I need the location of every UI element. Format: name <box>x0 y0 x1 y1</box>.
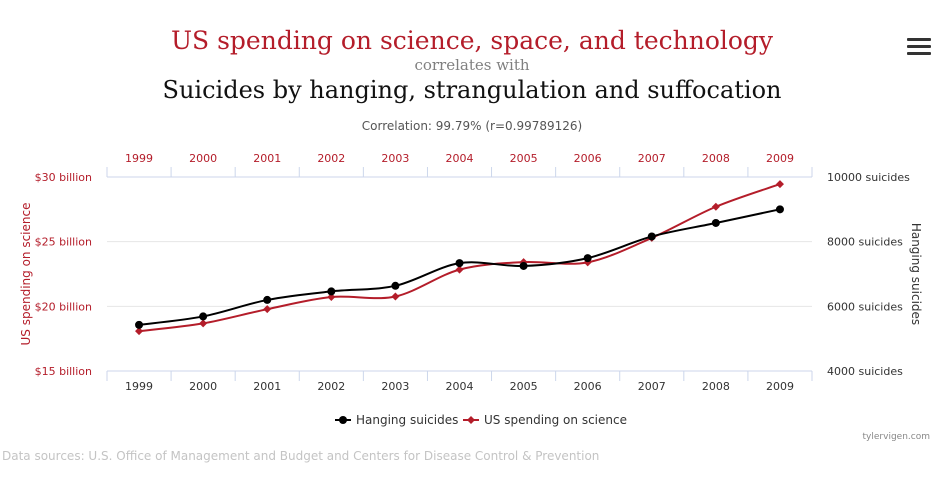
hanging-suicides-point <box>711 218 720 227</box>
top-axis-label: 2002 <box>317 152 345 165</box>
top-axis-label: 2000 <box>189 152 217 165</box>
us-spending-on-science-point <box>327 293 336 302</box>
hanging-suicides-point <box>263 295 272 304</box>
site-credit[interactable]: tylervigen.com <box>862 432 930 442</box>
hanging-suicides-point <box>135 320 144 329</box>
legend-label-hanging-suicides: Hanging suicides <box>356 413 458 427</box>
us-spending-on-science-point <box>263 305 272 314</box>
top-axis-label: 2004 <box>446 152 474 165</box>
legend-label-us-spending-on-science: US spending on science <box>484 413 627 427</box>
correlates-with-text: correlates with <box>414 56 530 74</box>
menu-bar <box>907 52 931 55</box>
chart-subtitle: Suicides by hanging, strangulation and s… <box>162 76 782 104</box>
left-axis-tick-label: $15 billion <box>35 365 92 378</box>
grid-lines <box>107 176 812 372</box>
us-spending-on-science-point <box>199 319 208 328</box>
bottom-axis-label: 2000 <box>189 380 217 393</box>
us-spending-on-science-point <box>135 327 144 336</box>
left-axis-tick-label: $20 billion <box>35 300 92 313</box>
axes: 1999 1999 2000 2000 2001 2001 2002 2002 2003 2003… <box>19 152 923 393</box>
bottom-axis-label: 2004 <box>446 380 474 393</box>
top-axis-label: 2006 <box>574 152 602 165</box>
bottom-axis-label: 2002 <box>317 380 345 393</box>
bottom-axis-label: 2007 <box>638 380 666 393</box>
hanging-suicides-point <box>455 259 464 268</box>
top-axis-label: 2003 <box>381 152 409 165</box>
bottom-axis-label: 2001 <box>253 380 281 393</box>
bottom-axis-label: 2003 <box>381 380 409 393</box>
hanging-suicides-point <box>327 287 336 296</box>
hamburger-menu-icon[interactable] <box>907 38 931 58</box>
series-layer <box>135 180 784 336</box>
bottom-axis-label: 2006 <box>574 380 602 393</box>
menu-bar <box>907 45 931 48</box>
correlation-text: Correlation: 99.79% (r=0.99789126) <box>361 119 583 133</box>
data-sources: Data sources: U.S. Office of Management … <box>2 449 600 463</box>
hanging-suicides-point <box>775 205 784 214</box>
right-axis-tick-label: 6000 suicides <box>827 300 903 313</box>
bottom-axis-label: 2008 <box>702 380 730 393</box>
right-axis-tick-label: 8000 suicides <box>827 236 903 249</box>
legend: Hanging suicides US spending on science <box>335 413 627 427</box>
hanging-suicides-point <box>583 254 592 263</box>
right-axis-title: Hanging suicides <box>909 223 923 325</box>
top-axis-label: 1999 <box>125 152 153 165</box>
top-axis-label: 2009 <box>766 152 794 165</box>
right-axis-tick-label: 4000 suicides <box>827 365 903 378</box>
top-axis-label: 2001 <box>253 152 281 165</box>
chart-title: US spending on science, space, and techn… <box>170 26 774 55</box>
bottom-axis-label: 2005 <box>510 380 538 393</box>
top-axis-label: 2005 <box>510 152 538 165</box>
legend-item-us-spending-on-science[interactable]: US spending on science <box>463 413 627 427</box>
legend-marker-hanging-suicides <box>339 416 347 424</box>
us-spending-on-science-point <box>455 265 464 274</box>
bottom-axis-label: 1999 <box>125 380 153 393</box>
us-spending-on-science-point <box>711 202 720 211</box>
hanging-suicides-point <box>519 261 528 270</box>
left-axis-tick-label: $25 billion <box>35 236 92 249</box>
top-axis-label: 2007 <box>638 152 666 165</box>
left-axis-title: US spending on science <box>19 203 33 346</box>
us-spending-on-science-point <box>775 180 784 189</box>
us-spending-on-science-point <box>391 292 400 301</box>
bottom-axis-label: 2009 <box>766 380 794 393</box>
right-axis-tick-label: 10000 suicides <box>827 171 910 184</box>
hanging-suicides-point <box>391 281 400 290</box>
menu-bar <box>907 38 931 41</box>
hanging-suicides-point <box>199 312 208 321</box>
hanging-suicides-point <box>647 232 656 241</box>
legend-marker-us-spending-on-science <box>467 416 475 424</box>
top-axis-label: 2008 <box>702 152 730 165</box>
left-axis-tick-label: $30 billion <box>35 171 92 184</box>
legend-item-hanging-suicides[interactable]: Hanging suicides <box>335 413 458 427</box>
